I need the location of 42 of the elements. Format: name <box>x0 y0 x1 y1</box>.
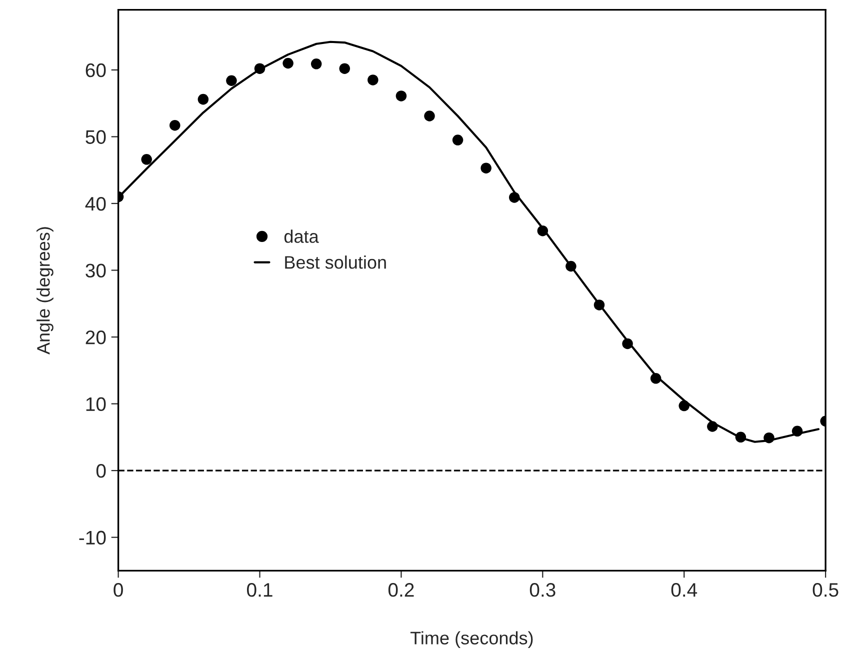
x-tick-label: 0.4 <box>671 583 698 597</box>
point <box>310 58 322 70</box>
point <box>198 94 209 105</box>
x-tick-label: 0.2 <box>388 583 414 597</box>
point <box>622 338 633 350</box>
point <box>452 134 464 146</box>
point <box>339 63 350 74</box>
point <box>650 373 662 384</box>
x-tick-label: 0 <box>114 583 123 597</box>
y-tick-label: 10 <box>86 397 106 412</box>
x-axis-title: Time (seconds) <box>410 631 533 648</box>
point <box>594 300 605 310</box>
x-tick-label: 0.5 <box>812 583 838 597</box>
legend-label: Best solution <box>285 256 386 269</box>
y-tick-label: 40 <box>85 196 106 211</box>
point <box>792 426 803 437</box>
point <box>141 154 152 165</box>
point <box>735 432 746 443</box>
point <box>480 162 492 174</box>
point <box>368 74 378 86</box>
point <box>170 120 180 131</box>
point <box>707 421 718 432</box>
x-tick-label: 0.1 <box>247 583 272 597</box>
x-tick-label: 0.3 <box>530 583 556 597</box>
y-tick-label: 60 <box>86 63 106 78</box>
y-tick-label: 0 <box>96 464 106 478</box>
point <box>508 192 520 203</box>
point <box>537 225 548 236</box>
y-tick-label: 20 <box>86 330 106 344</box>
legend-label: data <box>284 230 319 243</box>
point <box>226 75 237 86</box>
point <box>678 400 690 412</box>
y-tick-label: -10 <box>79 530 106 545</box>
point <box>254 63 266 74</box>
y-axis-title: Angle (degrees) <box>36 227 54 354</box>
y-tick-label: 50 <box>86 130 106 144</box>
point <box>424 110 435 122</box>
y-tick-label: 30 <box>86 264 106 278</box>
point <box>566 260 576 272</box>
point <box>764 432 774 444</box>
point <box>282 58 294 69</box>
point <box>396 90 407 102</box>
